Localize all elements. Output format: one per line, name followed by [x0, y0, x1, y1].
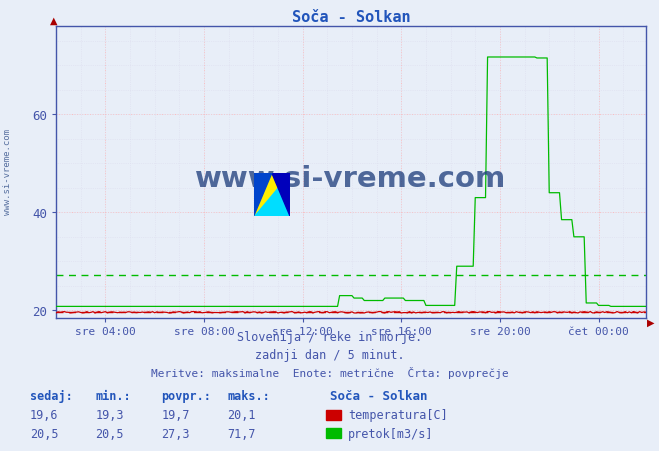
Text: Slovenija / reke in morje.: Slovenija / reke in morje. [237, 331, 422, 344]
Text: 20,1: 20,1 [227, 409, 256, 422]
Text: pretok[m3/s]: pretok[m3/s] [348, 427, 434, 440]
Text: maks.:: maks.: [227, 389, 270, 402]
Polygon shape [272, 174, 290, 216]
Text: sedaj:: sedaj: [30, 389, 72, 402]
Polygon shape [254, 174, 290, 216]
Text: 19,6: 19,6 [30, 409, 58, 422]
Text: Meritve: maksimalne  Enote: metrične  Črta: povprečje: Meritve: maksimalne Enote: metrične Črta… [151, 367, 508, 378]
Text: povpr.:: povpr.: [161, 389, 212, 402]
Text: 20,5: 20,5 [30, 427, 58, 440]
Title: Soča - Solkan: Soča - Solkan [291, 9, 411, 24]
Text: 71,7: 71,7 [227, 427, 256, 440]
Text: 19,7: 19,7 [161, 409, 190, 422]
Text: www.si-vreme.com: www.si-vreme.com [3, 129, 13, 214]
Text: zadnji dan / 5 minut.: zadnji dan / 5 minut. [254, 349, 405, 362]
Text: 27,3: 27,3 [161, 427, 190, 440]
Text: ▲: ▲ [49, 16, 57, 26]
Text: ▶: ▶ [647, 317, 654, 327]
Text: 19,3: 19,3 [96, 409, 124, 422]
Text: 20,5: 20,5 [96, 427, 124, 440]
Text: Soča - Solkan: Soča - Solkan [330, 389, 427, 402]
Text: www.si-vreme.com: www.si-vreme.com [195, 164, 507, 192]
Text: temperatura[C]: temperatura[C] [348, 409, 447, 422]
Text: min.:: min.: [96, 389, 131, 402]
Polygon shape [254, 174, 290, 216]
Polygon shape [254, 174, 272, 216]
